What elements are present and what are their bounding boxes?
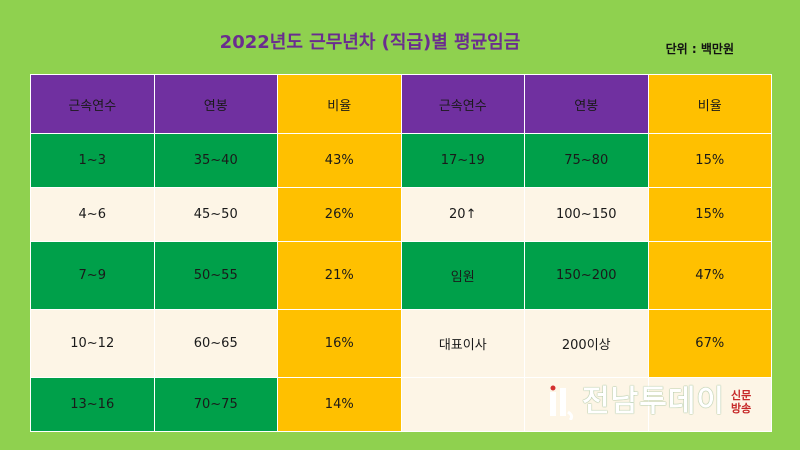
cell-empty	[647, 376, 772, 433]
cell-ratio: 15%	[647, 132, 772, 189]
cell-tenure: 13~16	[30, 376, 155, 433]
header-ratio-right: 비율	[647, 74, 772, 134]
logo-subtext: 신문 방송	[731, 389, 751, 415]
salary-table: 근속연수 연봉 비율 근속연수 연봉 비율 1~3 35~40 43% 17~1…	[30, 74, 772, 433]
cell-ratio: 16%	[277, 309, 402, 378]
cell-tenure: 4~6	[30, 187, 155, 243]
cell-tenure: 7~9	[30, 241, 155, 311]
cell-tenure: 10~12	[30, 309, 155, 378]
cell-empty	[400, 376, 525, 433]
header-salary-left: 연봉	[153, 74, 278, 134]
cell-salary: 100~150	[524, 187, 649, 243]
logo-mark-icon	[548, 384, 578, 422]
cell-salary: 150~200	[524, 241, 649, 311]
table-row: 7~9 50~55 21% 임원 150~200 47%	[30, 241, 772, 311]
table-row: 13~16 70~75 14%	[30, 376, 772, 433]
table-row: 10~12 60~65 16% 대표이사 200이상 67%	[30, 309, 772, 378]
header-salary-right: 연봉	[524, 74, 649, 134]
table-row: 1~3 35~40 43% 17~19 75~80 15%	[30, 132, 772, 189]
cell-tenure: 임원	[400, 241, 525, 311]
logo-sub-top: 신문	[731, 389, 752, 402]
header-tenure-right: 근속연수	[400, 74, 525, 134]
cell-ratio: 21%	[277, 241, 402, 311]
cell-tenure: 대표이사	[400, 309, 525, 378]
table-row: 4~6 45~50 26% 20↑ 100~150 15%	[30, 187, 772, 243]
cell-ratio: 43%	[277, 132, 402, 189]
header-tenure-left: 근속연수	[30, 74, 155, 134]
cell-salary: 200이상	[524, 309, 649, 378]
cell-ratio: 26%	[277, 187, 402, 243]
header-ratio-left: 비율	[277, 74, 402, 134]
cell-salary: 35~40	[153, 132, 278, 189]
cell-salary: 70~75	[153, 376, 278, 433]
table-header-row: 근속연수 연봉 비율 근속연수 연봉 비율	[30, 74, 772, 134]
unit-label: 단위 : 백만원	[665, 42, 734, 56]
cell-salary: 45~50	[153, 187, 278, 243]
page-title: 2022년도 근무년차 (직급)별 평균임금	[219, 32, 521, 53]
cell-salary: 50~55	[153, 241, 278, 311]
cell-ratio: 15%	[647, 187, 772, 243]
cell-tenure: 20↑	[400, 187, 525, 243]
logo-text: 전남투데이	[582, 384, 725, 419]
cell-ratio: 67%	[647, 309, 772, 378]
jeonnam-today-logo: 전남투데이 신문 방송	[548, 384, 751, 422]
cell-empty	[524, 376, 649, 433]
cell-tenure: 1~3	[30, 132, 155, 189]
cell-ratio: 47%	[647, 241, 772, 311]
cell-salary: 60~65	[153, 309, 278, 378]
cell-salary: 75~80	[524, 132, 649, 189]
cell-tenure: 17~19	[400, 132, 525, 189]
logo-sub-bottom: 방송	[731, 402, 752, 415]
cell-ratio: 14%	[277, 376, 402, 433]
